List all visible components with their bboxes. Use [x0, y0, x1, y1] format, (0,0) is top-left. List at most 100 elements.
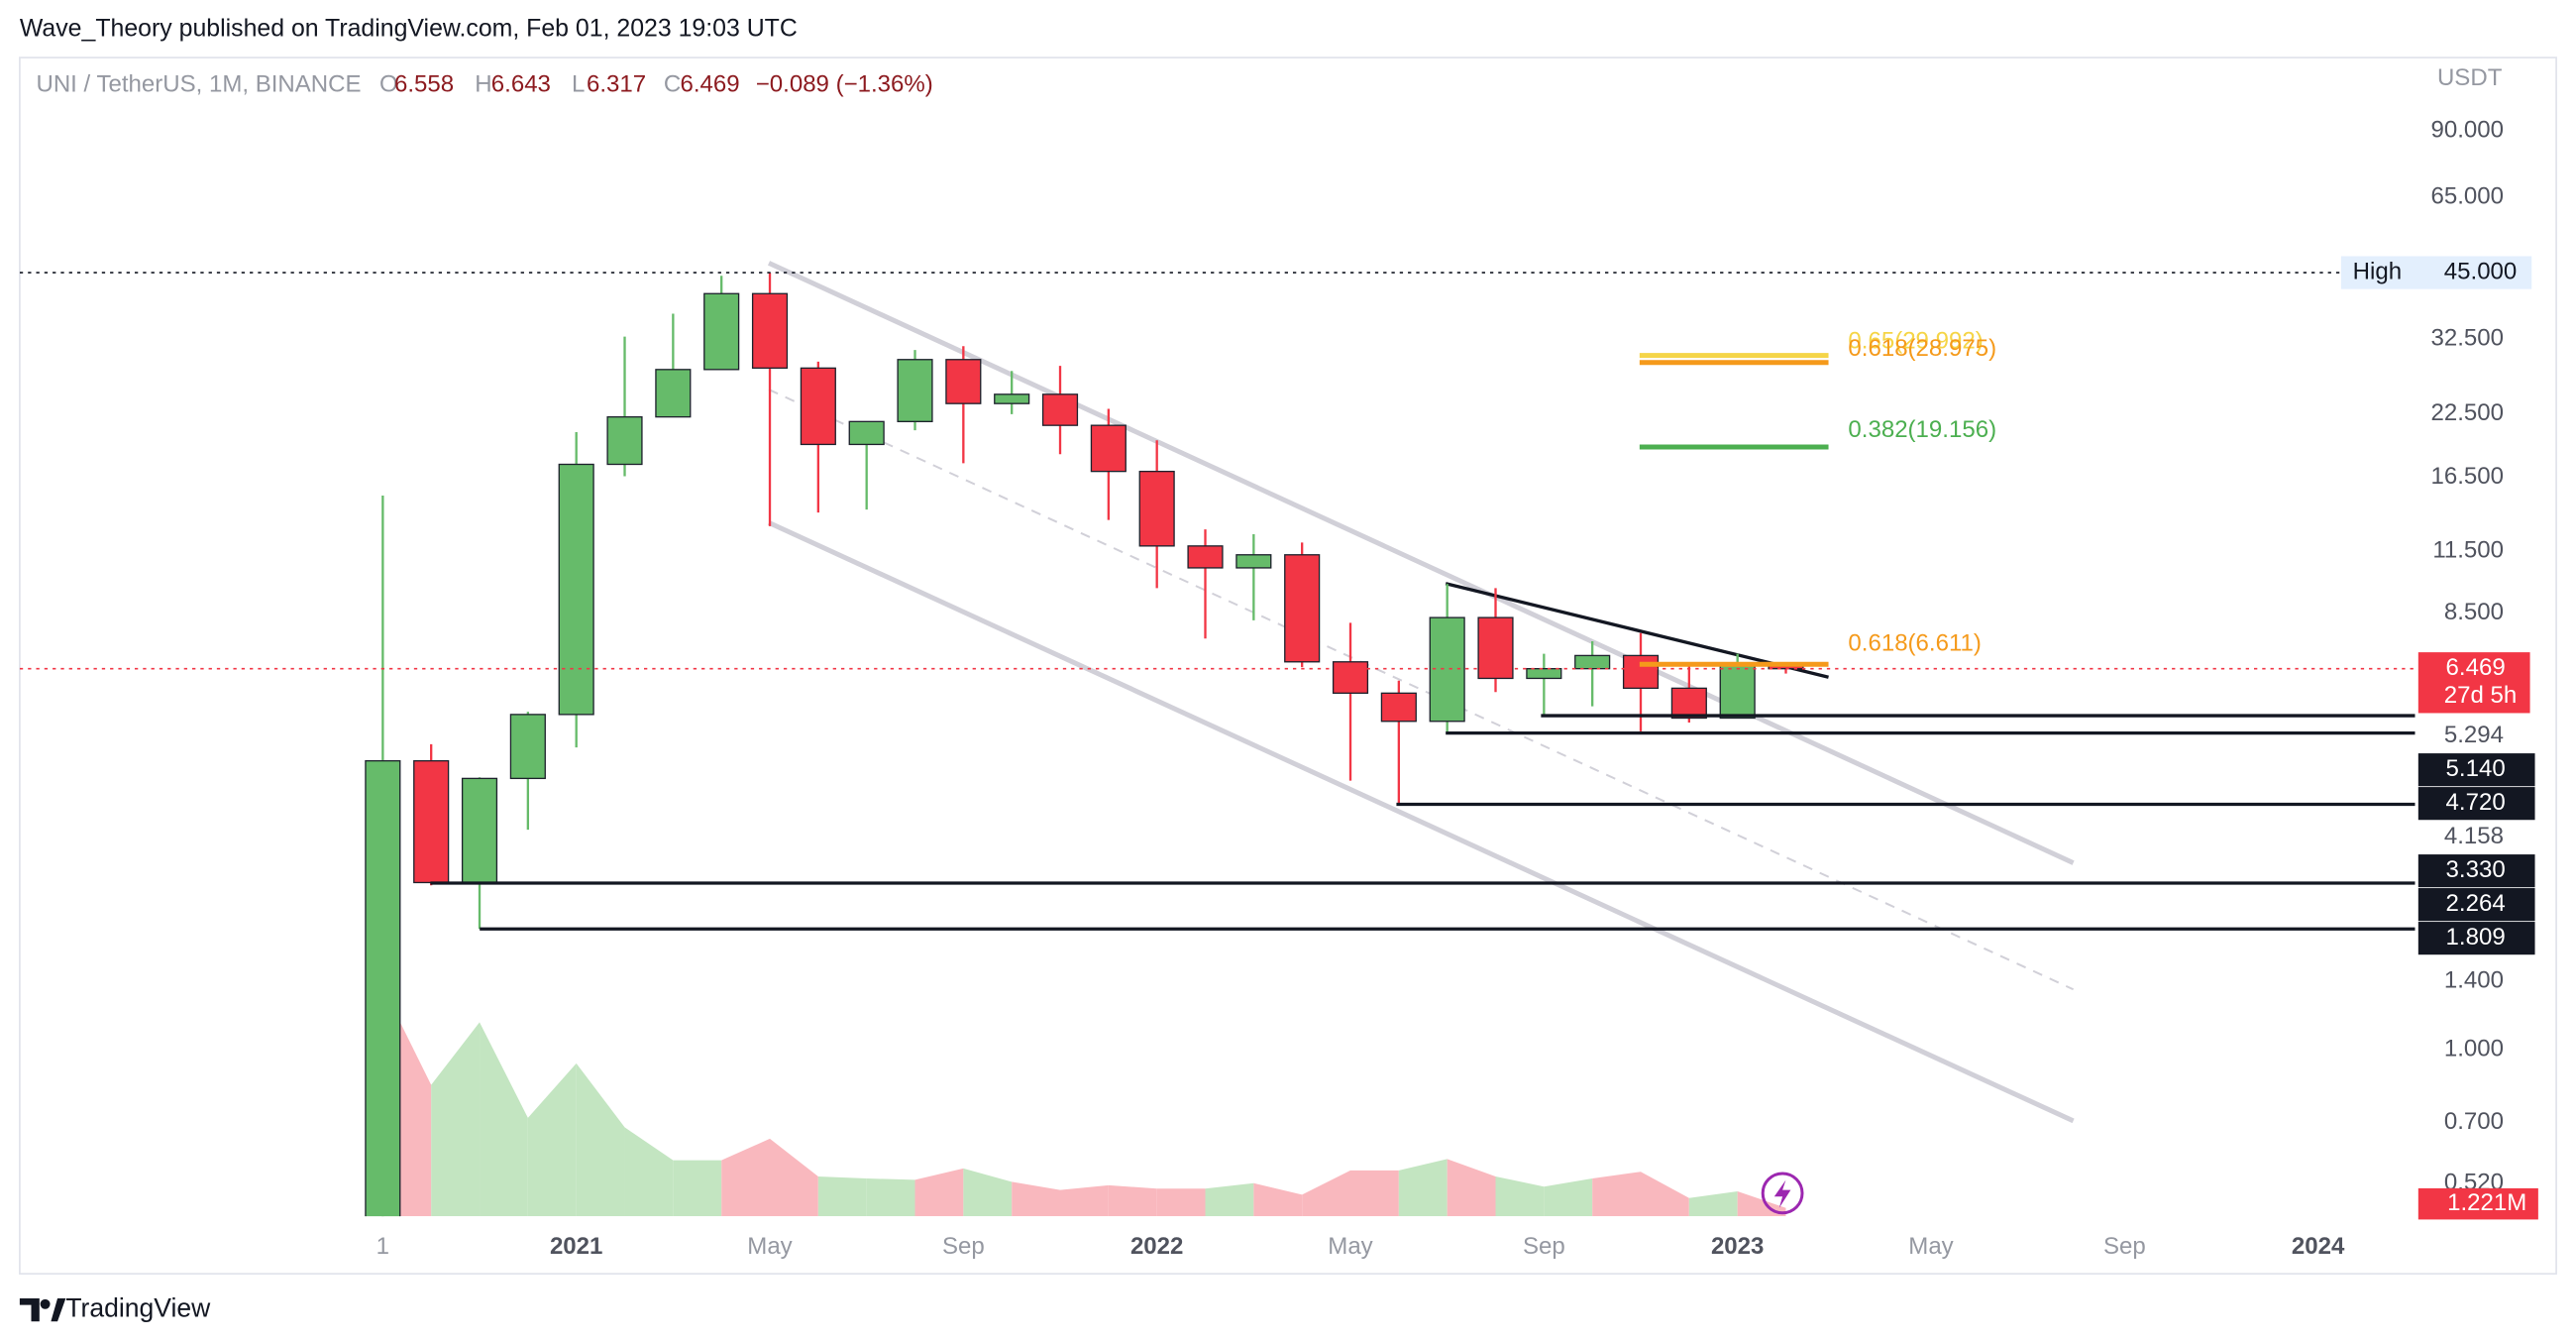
x-tick-label: May	[1908, 1233, 1953, 1260]
volume-area	[673, 1160, 722, 1217]
triangle-trendline	[1445, 582, 1829, 679]
volume-area	[1641, 1172, 1689, 1217]
low-value: 6.317	[587, 71, 646, 98]
price-line-tag	[2417, 787, 2535, 821]
x-tick-label: 2022	[1130, 1233, 1183, 1260]
volume-area	[1350, 1170, 1399, 1217]
volume-area	[624, 1127, 674, 1217]
x-tick-label: 1	[376, 1233, 389, 1260]
last-price-tag	[2417, 652, 2530, 714]
last-price-label: 6.469	[2446, 654, 2506, 681]
axis-layer: 1 2021 May Sep 2022 May Sep 2023 May Sep 2024 90.00…	[376, 117, 2538, 1260]
volume-area	[1495, 1175, 1545, 1217]
x-tick-label: May	[1328, 1233, 1372, 1260]
volume-area	[914, 1168, 964, 1217]
candle-body	[994, 393, 1030, 404]
y-tick-label: 11.500	[2432, 537, 2504, 564]
candle-body	[1138, 470, 1175, 547]
candle-body	[1670, 687, 1707, 720]
volume-area	[480, 1022, 528, 1217]
y-tick-label: 0.700	[2444, 1108, 2504, 1135]
candle-body	[509, 714, 546, 780]
candle-body	[365, 759, 401, 1217]
channel-upper	[767, 261, 2075, 865]
volume-area	[721, 1138, 771, 1217]
volume-area	[1108, 1184, 1157, 1217]
change: −0.089 (−1.36%)	[756, 71, 933, 98]
volume-area	[1253, 1182, 1303, 1217]
close-label: C	[664, 71, 681, 98]
volume-area	[866, 1178, 915, 1217]
brand: TradingView	[65, 1293, 211, 1323]
candles-layer	[365, 273, 1804, 1217]
price-line-label: 3.330	[2446, 856, 2506, 883]
y-tick-label: 90.000	[2431, 117, 2505, 144]
x-tick-label: Sep	[942, 1233, 985, 1260]
candle-body	[655, 369, 692, 418]
price-line-label: 4.720	[2446, 789, 2506, 816]
x-tick-label: 2024	[2292, 1233, 2345, 1260]
y-tick-label: 8.500	[2444, 599, 2504, 625]
candle-body	[897, 359, 933, 422]
y-tick-label: 1.400	[2444, 966, 2504, 993]
x-tick-label: May	[747, 1233, 792, 1260]
y-tick-label: 1.000	[2444, 1036, 2504, 1062]
y-tick-label: 4.158	[2444, 823, 2504, 849]
chart-frame	[19, 56, 2557, 1275]
x-tick-label: 2023	[1711, 1233, 1764, 1260]
price-line-label: 1.809	[2446, 924, 2506, 951]
y-tick-label: 22.500	[2431, 399, 2505, 426]
fib-label: 0.618(6.611)	[1848, 630, 1982, 657]
channel-middle	[768, 389, 2075, 991]
symbol: UNI / TetherUS, 1M, BINANCE	[36, 71, 361, 98]
y-tick-label: 5.294	[2444, 722, 2504, 748]
price-line-tag	[2417, 922, 2535, 955]
candle-body	[1090, 424, 1127, 473]
fib-label: 0.382(19.156)	[1848, 416, 1996, 443]
volume-area	[1060, 1184, 1109, 1217]
brand-logo-tail	[51, 1298, 66, 1322]
high-tag-label: High	[2353, 258, 2402, 284]
fib-label: 0.65(29.992)	[1848, 328, 1983, 355]
event-icon	[1761, 1172, 1804, 1215]
volume-area	[770, 1138, 818, 1217]
candle-body	[1284, 554, 1321, 663]
price-line-label: 2.264	[2446, 890, 2506, 917]
candle-body	[1622, 654, 1660, 690]
volume-area	[1592, 1172, 1642, 1217]
y-tick-label: 32.500	[2431, 324, 2505, 351]
candle-body	[703, 292, 740, 371]
close-value: 6.469	[680, 71, 739, 98]
event-icon-bolt	[1773, 1179, 1791, 1208]
volume-area	[576, 1062, 625, 1217]
high-tag	[2340, 256, 2532, 289]
channel-lower	[767, 520, 2075, 1124]
candle-body	[606, 415, 643, 466]
x-tick-label: Sep	[1523, 1233, 1565, 1260]
brand-logo-dot	[40, 1298, 51, 1309]
candle-body	[1235, 554, 1272, 569]
candle-body	[1332, 661, 1369, 694]
price-line-label: 5.140	[2446, 755, 2506, 782]
candle-body	[461, 777, 498, 884]
volume-tag-label: 1.221M	[2447, 1189, 2526, 1216]
volume-tag	[2417, 1187, 2538, 1220]
candle-body	[558, 463, 594, 716]
price-line-tag	[2417, 854, 2535, 888]
candle-body	[945, 359, 982, 404]
volume-area	[817, 1175, 867, 1217]
x-tick-label: 2021	[550, 1233, 602, 1260]
high-tag-value: 45.000	[2444, 258, 2518, 284]
volume-area	[1447, 1159, 1496, 1217]
candle-body	[800, 367, 836, 446]
candle-body	[1187, 545, 1224, 569]
volume-area	[1544, 1178, 1593, 1217]
low-label: L	[572, 71, 585, 98]
candle-body	[1719, 664, 1756, 720]
volume-area	[527, 1062, 577, 1217]
high-label: H	[475, 71, 491, 98]
open-value: 6.558	[394, 71, 454, 98]
volume-area	[1398, 1159, 1448, 1217]
